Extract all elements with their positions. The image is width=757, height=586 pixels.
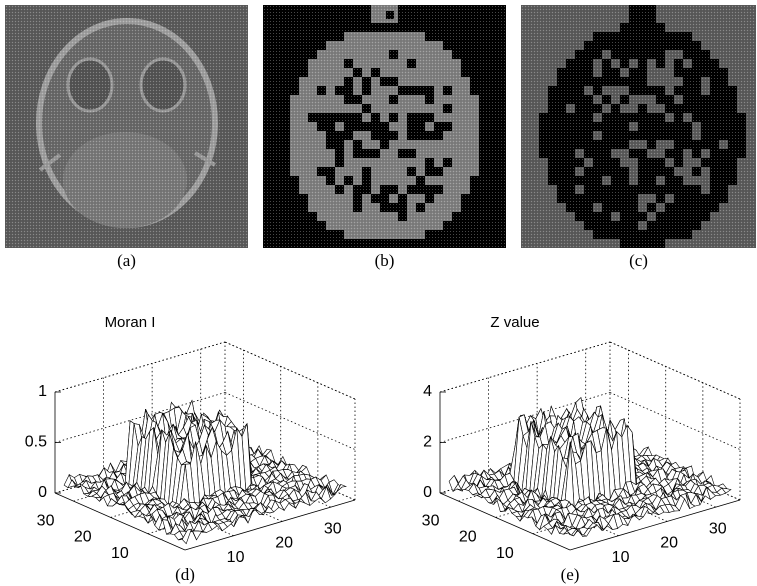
image-texture (263, 5, 506, 248)
y-tick-label: 30 (37, 512, 55, 529)
x-tick-label: 10 (612, 549, 630, 566)
image-panel (521, 5, 756, 248)
image-texture (5, 5, 248, 248)
x-tick-label: 30 (709, 520, 727, 537)
y-tick-label: 20 (74, 529, 92, 546)
panel-caption: (b) (375, 251, 395, 270)
z-tick-label: 2 (423, 434, 432, 451)
z-tick-label: 0.5 (25, 434, 47, 451)
z-tick-label: 0 (38, 484, 47, 501)
plot-title: Z value (490, 314, 539, 331)
x-tick-label: 30 (324, 520, 342, 537)
surface-cell (193, 531, 202, 540)
image-panel (263, 5, 506, 248)
z-tick-label: 0 (423, 484, 432, 501)
y-tick-label: 30 (422, 512, 440, 529)
z-tick-label: 1 (38, 383, 47, 400)
page: {"panels": [{"caption": "(a)"}, {"captio… (0, 0, 757, 586)
plot-caption: (d) (175, 565, 195, 584)
grid-line (55, 342, 225, 392)
y-tick-label: 20 (459, 529, 477, 546)
plot-title: Moran I (105, 314, 156, 331)
z-tick-label: 4 (423, 383, 432, 400)
panel-caption: (a) (117, 251, 136, 270)
plot-caption: (e) (561, 565, 580, 584)
image-panel (5, 5, 248, 248)
y-tick-label: 10 (496, 545, 514, 562)
panel-caption: (c) (629, 251, 648, 270)
x-tick-label: 20 (275, 535, 293, 552)
grid-line (610, 342, 740, 399)
y-tick-label: 10 (111, 545, 129, 562)
grid-line (225, 342, 355, 399)
image-texture (521, 5, 756, 248)
figure: (a)(b)(c)Moran I00.51102030102030(d)Z va… (0, 0, 757, 586)
x-tick-label: 10 (227, 549, 245, 566)
x-tick-label: 20 (660, 535, 678, 552)
surface-mesh (64, 400, 346, 543)
grid-line (440, 342, 610, 392)
